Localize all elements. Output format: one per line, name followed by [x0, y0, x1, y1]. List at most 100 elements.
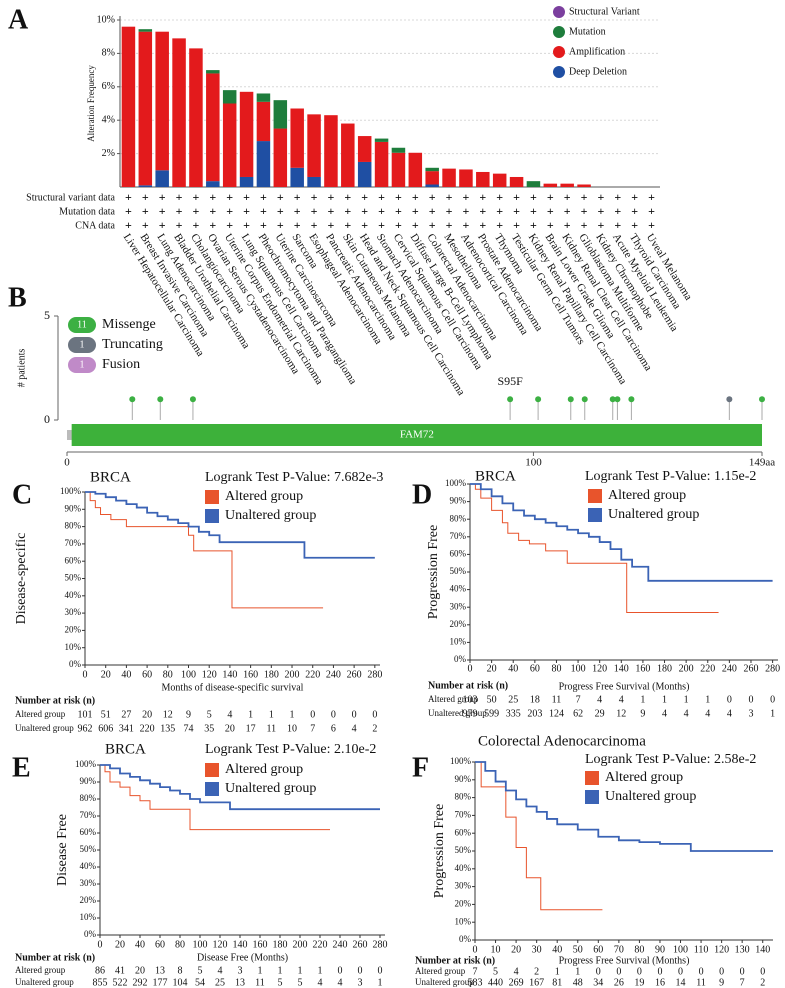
row-marker: +: [159, 204, 166, 218]
risk-value: 4: [318, 977, 323, 988]
bar-segment: [492, 173, 507, 187]
lollipop-head: [157, 396, 164, 403]
x-tick-label: 100: [193, 939, 208, 950]
risk-value: 4: [227, 709, 232, 720]
risk-value: 10: [287, 723, 297, 734]
x-tick-label: 40: [508, 663, 518, 674]
risk-value: 29: [595, 708, 605, 719]
risk-row-label: Altered group: [15, 965, 66, 975]
risk-value: 9: [719, 977, 724, 988]
row-marker: +: [479, 190, 486, 204]
y-tick-label: 100%: [60, 486, 82, 496]
risk-value: 11: [552, 694, 562, 705]
chart-title: BRCA: [90, 469, 131, 485]
row-marker: +: [631, 204, 638, 218]
annotation: S95F: [497, 374, 523, 388]
row-marker: +: [243, 190, 250, 204]
row-marker: +: [125, 204, 132, 218]
row-marker: +: [446, 204, 453, 218]
y-tick-label: 100%: [75, 759, 97, 769]
risk-title: Number at risk (n): [428, 680, 508, 691]
risk-value: 11: [696, 977, 706, 988]
y-tick-label: 70%: [65, 538, 82, 548]
risk-value: 124: [549, 708, 564, 719]
bar-segment: [273, 100, 288, 129]
risk-value: 1: [290, 709, 295, 720]
x-tick-label: 140: [755, 944, 770, 955]
risk-value: 1: [378, 977, 383, 988]
chart-title: BRCA: [475, 468, 516, 484]
y-tick-label: 40%: [455, 863, 472, 873]
risk-value: 2: [372, 723, 377, 734]
x-tick-label: 50: [573, 944, 583, 955]
bar-segment: [526, 181, 541, 187]
risk-row-label: Altered group: [415, 966, 466, 976]
row-marker: +: [176, 218, 183, 232]
x-tick-label: 160: [635, 663, 650, 674]
y-tick-label: 100%: [445, 478, 467, 488]
row-marker: +: [513, 204, 520, 218]
legend-label: Mutation: [569, 26, 606, 37]
x-axis-label: Progress Free Survival (Months): [559, 955, 690, 966]
x-tick-label: 100: [673, 944, 688, 955]
risk-value: 583: [468, 977, 483, 988]
risk-value: 220: [140, 723, 155, 734]
legend-swatch: [205, 490, 219, 504]
risk-value: 50: [487, 694, 497, 705]
x-tick-label: 149aa: [749, 457, 775, 469]
row-marker: +: [513, 190, 520, 204]
y-tick-label: 0: [44, 412, 50, 426]
lollipop-head: [189, 396, 196, 403]
row-marker: +: [564, 218, 571, 232]
x-tick-label: 240: [326, 669, 341, 680]
bar-segment: [442, 168, 456, 187]
risk-value: 19: [634, 977, 644, 988]
row-marker: +: [412, 218, 419, 232]
panel-letter: D: [412, 479, 432, 510]
risk-value: 7: [473, 966, 478, 977]
row-marker: +: [328, 190, 335, 204]
legend-label: Unaltered group: [605, 789, 696, 804]
row-marker: +: [598, 204, 605, 218]
x-tick-label: 0: [83, 669, 88, 680]
risk-value: 81: [552, 977, 562, 988]
row-marker: +: [598, 218, 605, 232]
legend-swatch: [585, 771, 599, 785]
bar-segment: [560, 183, 574, 187]
row-marker: +: [463, 204, 470, 218]
risk-value: 7: [740, 977, 745, 988]
row-marker: +: [176, 190, 183, 204]
risk-value: 9: [640, 708, 645, 719]
row-marker: +: [648, 218, 655, 232]
row-marker: +: [530, 190, 537, 204]
risk-value: 51: [101, 709, 111, 720]
row-marker: +: [547, 190, 554, 204]
y-tick-label: 50%: [80, 844, 97, 854]
row-marker: +: [496, 190, 503, 204]
legend-swatch: [205, 509, 219, 523]
y-tick-label: 40%: [80, 861, 97, 871]
bar-segment: [239, 91, 254, 177]
x-tick-label: 60: [593, 944, 603, 955]
x-tick-label: 120: [213, 939, 228, 950]
bar-segment: [509, 176, 524, 187]
y-tick-label: 6%: [102, 81, 115, 92]
legend-label: Altered group: [608, 488, 686, 503]
bar-segment: [256, 101, 271, 142]
risk-value: 292: [133, 977, 148, 988]
x-tick-label: 140: [222, 669, 237, 680]
row-marker: +: [446, 218, 453, 232]
bar-segment: [425, 184, 439, 187]
bar-segment: [391, 147, 406, 153]
legend-label: Fusion: [102, 357, 140, 372]
risk-value: 20: [135, 965, 145, 976]
x-tick-label: 180: [657, 663, 672, 674]
x-axis-label: Disease Free (Months): [197, 952, 288, 963]
lollipop-head: [507, 396, 514, 403]
risk-value: 5: [298, 977, 303, 988]
risk-value: 4: [727, 708, 732, 719]
risk-value: 16: [655, 977, 665, 988]
y-tick-label: 50%: [65, 573, 82, 583]
legend-swatch: [205, 763, 219, 777]
